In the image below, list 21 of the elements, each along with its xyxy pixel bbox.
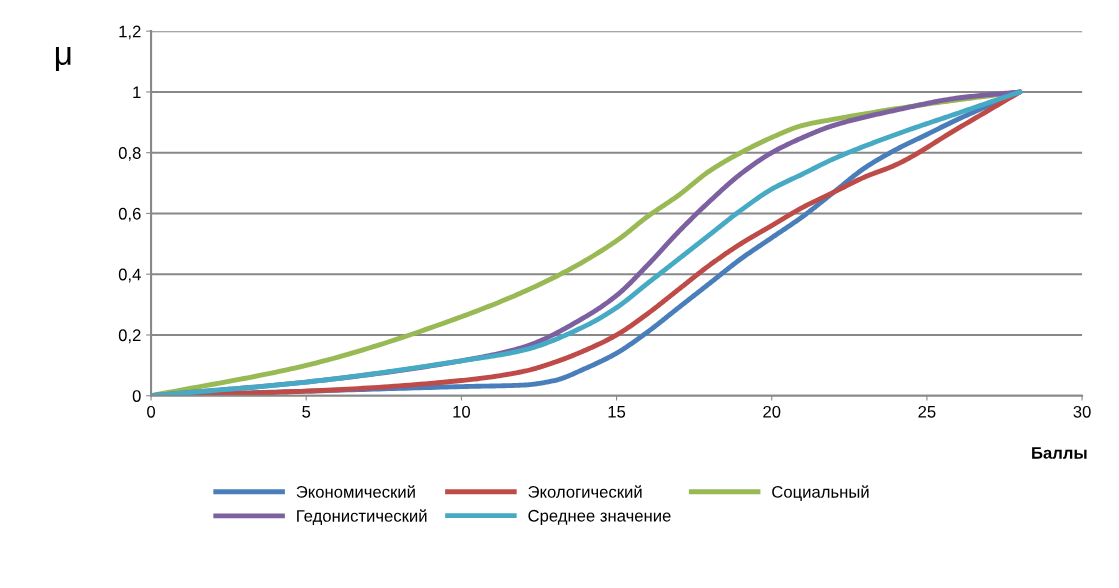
y-axis-title: μ bbox=[55, 47, 71, 72]
x-tick-label: 25 bbox=[918, 405, 936, 418]
x-tick-label: 0 bbox=[147, 405, 156, 418]
x-tick-label: 10 bbox=[453, 405, 471, 418]
y-tick-label: 0 bbox=[132, 390, 141, 402]
y-tick-label: 1 bbox=[133, 86, 141, 98]
y-tick-label: 0,4 bbox=[118, 268, 141, 283]
x-tick-label: 30 bbox=[1073, 405, 1091, 418]
y-tick-label: 0,2 bbox=[118, 329, 141, 344]
legend-label: Экологический bbox=[528, 485, 642, 498]
legend-label: Гедонистический bbox=[297, 509, 427, 525]
legend-label: Социальный bbox=[772, 485, 869, 501]
y-tick-label: 1,2 bbox=[119, 25, 141, 40]
x-tick-label: 15 bbox=[608, 406, 626, 418]
legend-label: Экономический bbox=[296, 485, 415, 498]
y-tick-label: 0,6 bbox=[118, 207, 141, 222]
x-tick-label: 5 bbox=[302, 406, 311, 418]
x-tick-label: 20 bbox=[763, 405, 781, 418]
x-axis-title: Баллы bbox=[1032, 447, 1087, 459]
legend-label: Среднее значение bbox=[528, 509, 671, 525]
y-tick-label: 0,8 bbox=[118, 147, 141, 161]
